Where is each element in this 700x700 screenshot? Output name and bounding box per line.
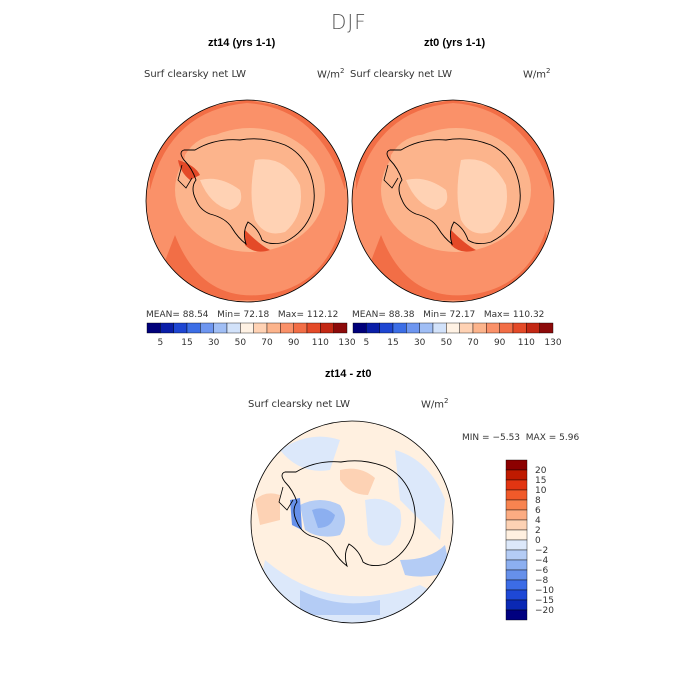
colorbar-tick-label: −20 [535,606,554,616]
antarctica-coastline [386,138,521,246]
colorbar-swatch [505,539,528,551]
panel-3-stats: MIN = −5.53 MAX = 5.96 [462,433,580,443]
panel-3-title: zt14 - zt0 [325,368,372,380]
panel-1-units: W/m2 [317,67,345,81]
colorbar-swatch [333,322,348,334]
colorbar-tick-label: 90 [494,338,506,348]
colorbar-tick-label: 30 [414,338,426,348]
colorbar-swatch [505,559,528,571]
colorbar-tick-label: 50 [441,338,453,348]
outer-warm-band-south [150,230,345,300]
colorbar-tick-label: 4 [535,516,541,526]
colorbar-tick-label: −8 [535,576,549,586]
colorbar-tick-label: 2 [535,526,541,536]
colorbar-tick-label: 50 [235,338,247,348]
panel-1-variable: Surf clearsky net LW [144,69,247,80]
colorbar-swatch [505,479,528,491]
panel-2-variable: Surf clearsky net LW [350,69,453,80]
colorbar-tick-label: 0 [535,536,541,546]
colorbar-swatch [505,529,528,541]
colorbar-swatch [505,609,528,621]
colorbar-tick-label: 10 [535,486,547,496]
colorbar-tick-label: −2 [535,546,548,556]
panel-3-variable: Surf clearsky net LW [248,399,351,410]
panel-2-colorbar: 5 15 30 50 70 90 110 130 [352,322,562,348]
colorbar-swatch [539,322,554,334]
panel-2-units: W/m2 [523,67,551,81]
colorbar-swatch [505,469,528,481]
antarctica-coastline [180,138,315,246]
map-boundary [351,99,555,303]
colorbar-swatch [505,549,528,561]
colorbar-tick-label: 110 [518,338,535,348]
panel-1-colorbar: 5 15 30 50 70 90 110 130 [146,322,356,348]
panel-3-units: W/m2 [421,397,449,411]
plateau-pale [251,159,301,234]
colorbar-tick-label: −6 [535,566,549,576]
colorbar-swatch [505,589,528,601]
colorbar-swatch [505,579,528,591]
colorbar-tick-label: 70 [467,338,479,348]
colorbar-swatch [505,599,528,611]
map-boundary [250,420,454,624]
colorbar-tick-label: −10 [535,586,554,596]
figure-title: DJF [331,10,367,34]
colorbar-tick-label: −4 [535,556,549,566]
colorbar-tick-label: 90 [288,338,300,348]
colorbar-tick-label: 130 [338,338,355,348]
colorbar-tick-label: 70 [261,338,273,348]
colorbar-swatch [505,509,528,521]
colorbar-swatch [505,519,528,531]
colorbar-swatch [505,459,528,471]
panel-2-stats: MEAN= 88.38 Min= 72.17 Max= 110.32 [352,310,545,320]
panel-2-title: zt0 (yrs 1-1) [424,37,486,49]
panel-1-stats: MEAN= 88.54 Min= 72.18 Max= 112.12 [146,310,339,320]
colorbar-tick-label: 20 [535,466,547,476]
colorbar-tick-label: 110 [312,338,329,348]
map-boundary [145,99,349,303]
colorbar-tick-label: 5 [157,338,163,348]
colorbar-tick-label: 5 [363,338,369,348]
colorbar-tick-label: 15 [387,338,398,348]
colorbar-swatch [505,499,528,511]
ross-sea-hot [245,230,270,252]
panel-1-title: zt14 (yrs 1-1) [208,37,276,49]
colorbar-tick-label: 15 [181,338,192,348]
colorbar-tick-label: 8 [535,496,541,506]
colorbar-tick-label: 15 [535,476,546,486]
colorbar-tick-label: −15 [535,596,554,606]
colorbar-swatch [505,569,528,581]
colorbar-swatch [505,489,528,501]
colorbar-tick-label: 6 [535,506,541,516]
colorbar-tick-label: 30 [208,338,220,348]
colorbar-tick-label: 130 [544,338,561,348]
antarctica-coastline [281,460,416,568]
